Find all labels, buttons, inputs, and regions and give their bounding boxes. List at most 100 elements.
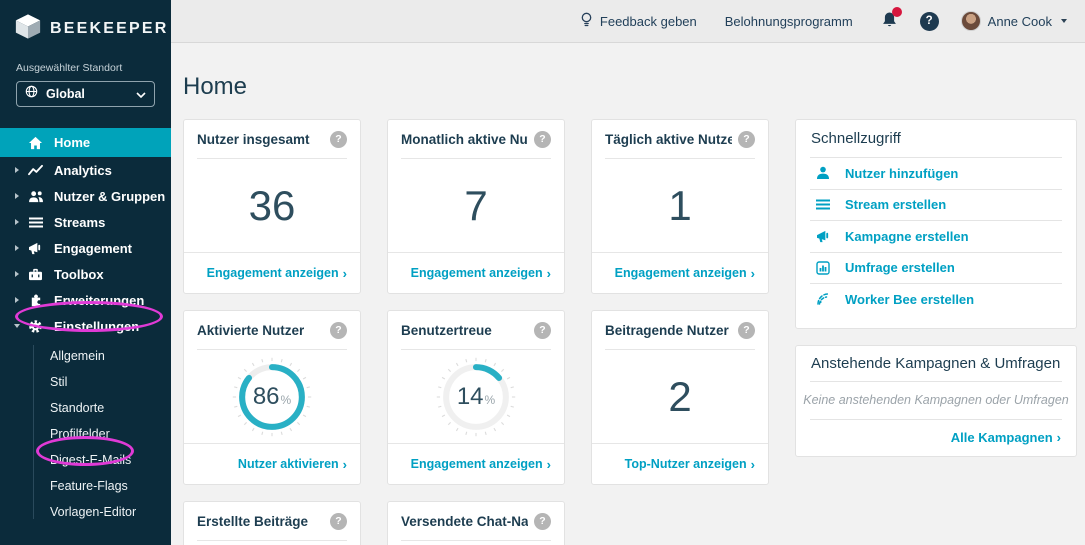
beekeeper-cube-icon [14,13,42,45]
quick-access-create-survey[interactable]: Umfrage erstellen [796,253,1076,284]
page-title: Home [183,73,248,100]
user-menu[interactable]: Anne Cook [960,11,1067,31]
gear-icon [26,319,45,334]
main-content: Home Nutzer insgesamt ? 36 Engagement an… [171,44,1085,545]
chevron-right-icon: › [546,265,551,281]
card-beitragende-nutzer: Beitragende Nutzer ? 2 Top-Nutzer anzeig… [591,310,769,485]
brand-name: BEEKEEPER [50,20,169,37]
sidebar-item-analytics[interactable]: Analytics [0,157,171,183]
stat-value: 36 [248,181,296,229]
toolbox-icon [26,268,45,281]
sidebar-subitem-stil[interactable]: Stil [50,375,68,389]
chevron-right-icon [14,245,19,251]
avatar [960,11,981,31]
quick-access-create-worker-bee[interactable]: Worker Bee erstellen [796,284,1076,315]
users-icon [26,190,45,203]
sidebar-item-label: Einstellungen [54,318,140,334]
add-user-icon [815,166,831,180]
card-title: Beitragende Nutzer [605,322,729,338]
upcoming-campaigns-panel: Anstehende Kampagnen & Umfragen Keine an… [795,344,1077,457]
sidebar-subitem-feature-flags[interactable]: Feature-Flags [50,479,128,493]
sidebar-nav: Home Analytics Nutzer & Gruppen [0,128,171,525]
gauge-value: 14 [456,382,484,410]
sidebar-subitem-vorlagen-editor[interactable]: Vorlagen-Editor [50,505,137,519]
location-label: Ausgewählter Standort [16,62,123,74]
chevron-down-icon [136,85,146,103]
quick-access-create-stream[interactable]: Stream erstellen [796,190,1076,221]
megaphone-icon [815,230,831,243]
sidebar-item-label: Home [54,135,91,150]
help-icon[interactable]: ? [534,512,551,530]
quick-access-add-user[interactable]: Nutzer hinzufügen [796,158,1076,189]
help-icon[interactable]: ? [534,130,551,148]
settings-subnav: Allgemein Stil Standorte Profilfelder Di… [0,343,171,525]
percent-sign: % [484,392,496,407]
sidebar-item-streams[interactable]: Streams [0,209,171,235]
megaphone-icon [26,242,45,255]
panel-title: Anstehende Kampagnen & Umfragen [811,354,1061,372]
notification-badge [891,6,902,17]
card-taeglich-aktive-nutzer: Täglich aktive Nutzer ? 1 Engagement anz… [591,119,769,294]
card-title: Täglich aktive Nutzer [605,131,732,147]
help-icon[interactable]: ? [330,321,347,339]
analytics-icon [26,164,45,177]
sidebar-item-einstellungen[interactable]: Einstellungen [0,313,171,339]
right-column: Schnellzugriff Nutzer hinzufügen Stream … [795,119,1077,545]
sidebar-subitem-profilfelder[interactable]: Profilfelder [50,427,110,441]
card-link[interactable]: Nutzer aktivieren › [237,456,347,472]
card-link[interactable]: Engagement anzeigen › [410,456,551,472]
user-name: Anne Cook [987,13,1052,29]
empty-state-message: Keine anstehenden Kampagnen oder Umfrage… [803,393,1069,407]
percent-sign: % [280,392,292,407]
sidebar-item-label: Nutzer & Gruppen [54,188,166,204]
gauge-value: 86 [252,382,280,410]
sidebar-item-label: Toolbox [54,266,104,282]
notifications-button[interactable] [881,6,902,32]
card-link[interactable]: Engagement anzeigen › [206,265,347,281]
help-icon[interactable]: ? [738,130,755,148]
rewards-button[interactable]: Belohnungsprogramm [725,14,853,29]
rewards-label: Belohnungsprogramm [724,13,853,29]
sidebar-item-home[interactable]: Home [0,128,171,157]
chevron-right-icon: › [342,456,347,472]
globe-icon [25,85,38,103]
chevron-right-icon: › [1056,430,1061,445]
all-campaigns-link[interactable]: Alle Kampagnen › [950,430,1061,445]
card-versendete-chat-nachrichten: Versendete Chat-Nach… ? [387,501,565,545]
location-selector[interactable]: Global [16,81,155,107]
chevron-right-icon: › [750,265,755,281]
quick-access-create-campaign[interactable]: Kampagne erstellen [796,221,1076,252]
sidebar-item-erweiterungen[interactable]: Erweiterungen [0,287,171,313]
card-link[interactable]: Engagement anzeigen › [614,265,755,281]
card-link[interactable]: Engagement anzeigen › [410,265,551,281]
card-nutzer-insgesamt: Nutzer insgesamt ? 36 Engagement anzeige… [183,119,361,294]
sidebar-item-toolbox[interactable]: Toolbox [0,261,171,287]
sidebar-item-label: Erweiterungen [54,292,145,308]
card-title: Nutzer insgesamt [197,131,310,147]
help-icon: ? [919,11,939,31]
location-value: Global [46,87,85,101]
feedback-button[interactable]: Feedback geben [580,12,697,31]
home-icon [26,136,45,150]
subnav-indent-line [33,345,34,519]
help-button[interactable]: ? [919,11,939,31]
card-link[interactable]: Top-Nutzer anzeigen › [624,456,755,472]
card-title: Versendete Chat-Nach… [401,513,528,529]
streams-icon [26,217,45,228]
sidebar-item-label: Engagement [54,240,133,256]
sidebar-subitem-standorte[interactable]: Standorte [50,401,105,415]
lightbulb-icon [580,12,593,31]
card-title: Monatlich aktive Nutzer [401,131,528,147]
help-icon[interactable]: ? [534,321,551,339]
puzzle-icon [26,293,45,307]
help-icon[interactable]: ? [738,321,755,339]
chevron-right-icon [14,271,19,277]
chevron-right-icon [14,297,19,303]
chevron-right-icon [14,193,19,199]
sidebar-item-engagement[interactable]: Engagement [0,235,171,261]
sidebar-subitem-allgemein[interactable]: Allgemein [50,349,105,363]
help-icon[interactable]: ? [330,130,347,148]
sidebar-subitem-digest-e-mails[interactable]: Digest-E-Mails [50,453,132,467]
help-icon[interactable]: ? [330,512,347,530]
sidebar-item-nutzer-gruppen[interactable]: Nutzer & Gruppen [0,183,171,209]
